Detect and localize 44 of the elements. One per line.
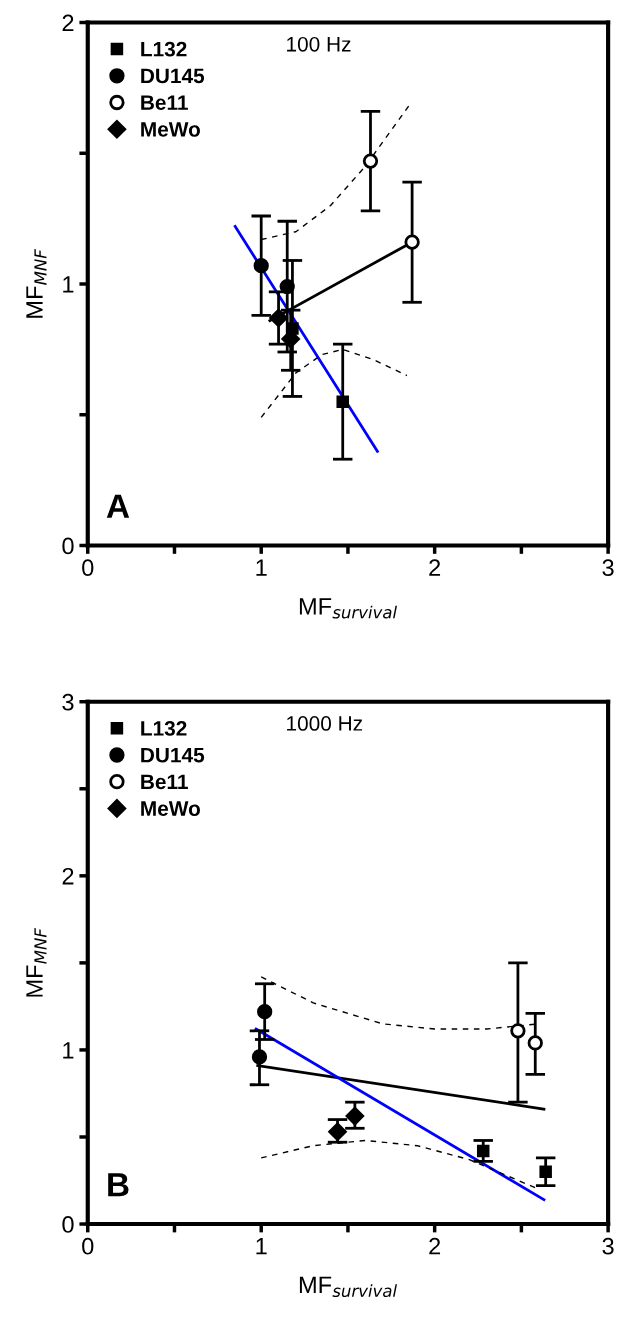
point (336, 395, 349, 408)
point (253, 258, 269, 274)
y-tick-label: 1 (63, 276, 74, 293)
x-tick-label: 1 (256, 1238, 267, 1255)
point (510, 1023, 526, 1039)
annotation: 100 Hz (287, 36, 351, 52)
legend-label: Be11 (141, 774, 188, 790)
y-tick-label: 2 (62, 14, 74, 32)
point (362, 153, 379, 169)
y-tick-label: 1 (63, 1042, 74, 1059)
y-tick-label: 0 (62, 537, 74, 555)
y-axis-title: MF$_{MNF}$ (26, 249, 47, 318)
legend-label: DU145 (141, 747, 205, 763)
y-tick-label: 0 (62, 1216, 74, 1233)
legend-label: MeWo (141, 122, 200, 137)
y-tick-label: 3 (62, 693, 74, 711)
legend-label: L132 (141, 41, 187, 57)
legend-label: Be11 (141, 95, 188, 110)
point (476, 1144, 490, 1158)
x-tick-label: 3 (602, 559, 614, 577)
annotation: 1000 Hz (287, 716, 363, 731)
x-axis-title: MF$_{survival}$ (299, 598, 397, 619)
x-tick-label: 1 (256, 559, 267, 576)
x-tick-label: 0 (82, 1237, 94, 1255)
legend-label: DU145 (141, 68, 205, 84)
x-tick-label: 2 (429, 559, 441, 576)
x-tick-label: 3 (602, 1237, 614, 1255)
point (404, 234, 420, 250)
y-axis-title: MF$_{MNF}$ (26, 927, 47, 997)
point (269, 308, 288, 328)
annotation: A (106, 494, 130, 518)
legend-label: MeWo (141, 801, 200, 816)
x-tick-label: 0 (82, 559, 94, 577)
x-tick-label: 2 (429, 1237, 441, 1255)
legend-label: L132 (141, 721, 187, 736)
point (345, 1106, 365, 1126)
point (539, 1165, 552, 1179)
point (527, 1035, 543, 1051)
annotation: B (108, 1173, 129, 1197)
point (257, 1003, 273, 1020)
point (251, 1049, 268, 1065)
x-axis-title: MF$_{survival}$ (299, 1276, 397, 1298)
point (279, 278, 295, 295)
y-tick-label: 2 (62, 867, 74, 885)
